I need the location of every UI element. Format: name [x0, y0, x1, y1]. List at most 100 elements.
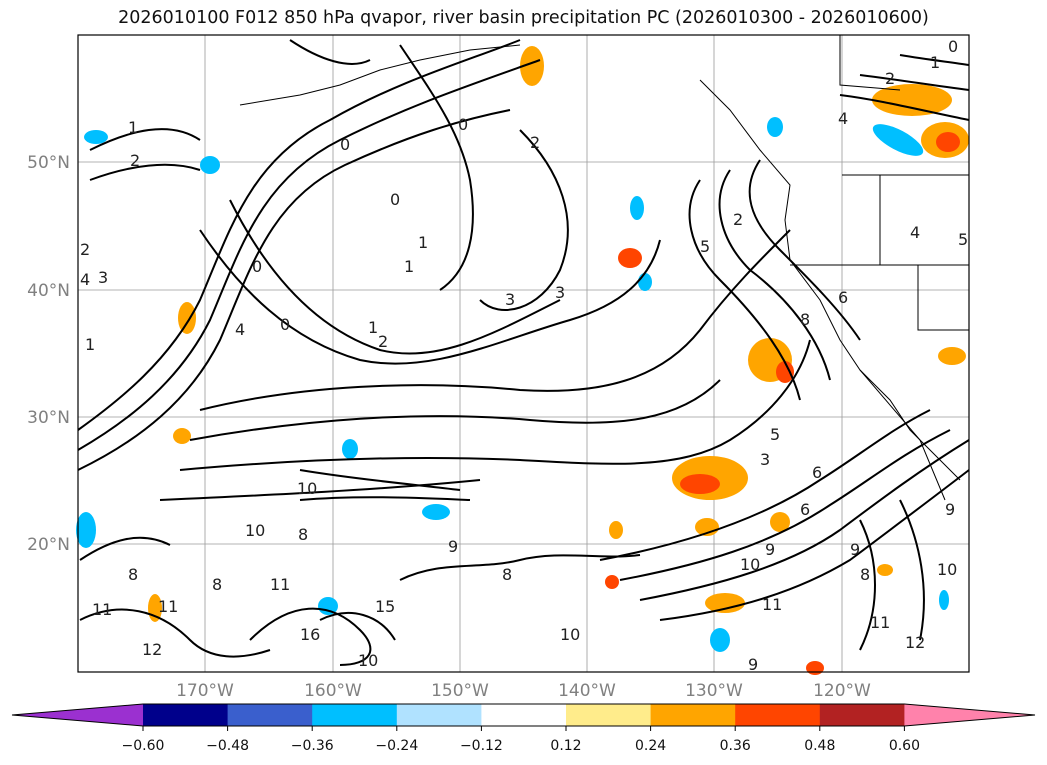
colorbar: −0.60 −0.48 −0.36 −0.24 −0.12 0.12 0.24 0.36 0.4…	[11, 703, 1036, 754]
lat-label: 20°N	[27, 535, 70, 555]
contour-label: 4	[235, 320, 245, 339]
contour-label: 3	[505, 290, 515, 309]
lon-label: 120°W	[813, 681, 871, 701]
contour-label: 10	[560, 625, 580, 644]
colorbar-tick-label: −0.48	[206, 738, 249, 754]
lat-label: 30°N	[27, 408, 70, 428]
lon-label: 130°W	[685, 681, 743, 701]
contour-label: 0	[340, 135, 350, 154]
contour-label: 4	[80, 270, 90, 289]
map-title: 2026010100 F012 850 hPa qvapor, river ba…	[118, 8, 929, 28]
contour-label: 0	[252, 257, 262, 276]
qvapor-contours	[77, 39, 970, 666]
contour-label: 0	[280, 315, 290, 334]
contour-label: 9	[850, 540, 860, 559]
contour-label: 8	[502, 565, 512, 584]
coastlines	[239, 35, 969, 501]
contour-label: 2	[378, 332, 388, 351]
colorbar-extend-max	[904, 704, 1035, 726]
contour-label: 3	[98, 268, 108, 287]
contour-label: 8	[128, 565, 138, 584]
contour-label: 9	[945, 500, 955, 519]
contour-label: 1	[85, 335, 95, 354]
lon-label: 170°W	[176, 681, 234, 701]
contour-label: 11	[270, 575, 290, 594]
colorbar-tick-label: −0.24	[375, 738, 418, 754]
contour-label: 5	[958, 230, 968, 249]
colorbar-tick-label: −0.36	[291, 738, 334, 754]
contour-label: 3	[760, 450, 770, 469]
contour-label: 6	[838, 288, 848, 307]
contour-label: 4	[838, 109, 848, 128]
contour-label: 11	[870, 613, 890, 632]
contour-label: 4	[910, 223, 920, 242]
contour-label: 1	[128, 118, 138, 137]
lon-label: 160°W	[304, 681, 362, 701]
lon-label: 150°W	[431, 681, 489, 701]
contour-label: 1	[368, 318, 378, 337]
contour-label: 16	[300, 625, 320, 644]
colorbar-segment	[735, 704, 821, 726]
lon-label: 140°W	[558, 681, 616, 701]
contour-label: 8	[298, 525, 308, 544]
colorbar-tick-label: −0.12	[460, 738, 503, 754]
contour-label: 0	[458, 115, 468, 134]
lat-label: 40°N	[27, 281, 70, 301]
contour-labels: 1 2 0 0 0 0 0 4 1 1 2 1 2 3 3 2 5 8 6 4 …	[80, 37, 968, 674]
contour-label: 2	[885, 69, 895, 88]
contour-label: 10	[245, 521, 265, 540]
colorbar-tick-label: −0.60	[122, 738, 165, 754]
contour-label: 1	[930, 53, 940, 72]
colorbar-tick-label: 0.12	[550, 738, 581, 754]
contour-label: 2	[130, 151, 140, 170]
contour-label: 8	[860, 565, 870, 584]
contour-label: 5	[770, 425, 780, 444]
colorbar-tick-label: 0.48	[804, 738, 835, 754]
lat-label: 50°N	[27, 153, 70, 173]
contour-label: 6	[800, 500, 810, 519]
contour-label: 12	[905, 633, 925, 652]
contour-label: 2	[530, 133, 540, 152]
contour-label: 9	[765, 540, 775, 559]
contour-label: 11	[762, 595, 782, 614]
colorbar-extend-min	[12, 704, 143, 726]
contour-label: 9	[748, 655, 758, 674]
longitude-labels: 170°W 160°W 150°W 140°W 130°W 120°W	[176, 681, 871, 701]
contour-label: 10	[358, 651, 378, 670]
latitude-labels: 50°N 40°N 30°N 20°N	[27, 153, 70, 555]
colorbar-segment	[481, 704, 567, 726]
colorbar-segment	[396, 704, 482, 726]
contour-label: 3	[555, 283, 565, 302]
precip-shading	[76, 46, 969, 675]
colorbar-segment	[650, 704, 736, 726]
contour-label: 2	[733, 210, 743, 229]
contour-label: 11	[158, 597, 178, 616]
contour-label: 1	[418, 233, 428, 252]
contour-label: 2	[80, 240, 90, 259]
colorbar-segment	[819, 704, 905, 726]
contour-label: 12	[142, 640, 162, 659]
contour-label: 9	[448, 537, 458, 556]
colorbar-tick-label: 0.36	[720, 738, 751, 754]
colorbar-segment	[312, 704, 398, 726]
contour-label: 5	[700, 237, 710, 256]
contour-label: 0	[948, 37, 958, 56]
contour-label: 10	[297, 479, 317, 498]
colorbar-segment	[143, 704, 229, 726]
map-panel: 1 2 0 0 0 0 0 4 1 1 2 1 2 3 3 2 5 8 6 4 …	[76, 34, 970, 675]
contour-label: 8	[212, 575, 222, 594]
map-frame	[77, 34, 970, 673]
contour-label: 10	[740, 555, 760, 574]
colorbar-tick-label: 0.24	[635, 738, 666, 754]
colorbar-segment	[227, 704, 313, 726]
contour-label: 15	[375, 597, 395, 616]
contour-label: 0	[390, 190, 400, 209]
contour-label: 11	[92, 600, 112, 619]
contour-label: 8	[800, 310, 810, 329]
contour-label: 10	[937, 560, 957, 579]
contour-label: 6	[812, 463, 822, 482]
colorbar-tick-label: 0.60	[889, 738, 920, 754]
colorbar-segment	[566, 704, 652, 726]
contour-label: 1	[404, 257, 414, 276]
